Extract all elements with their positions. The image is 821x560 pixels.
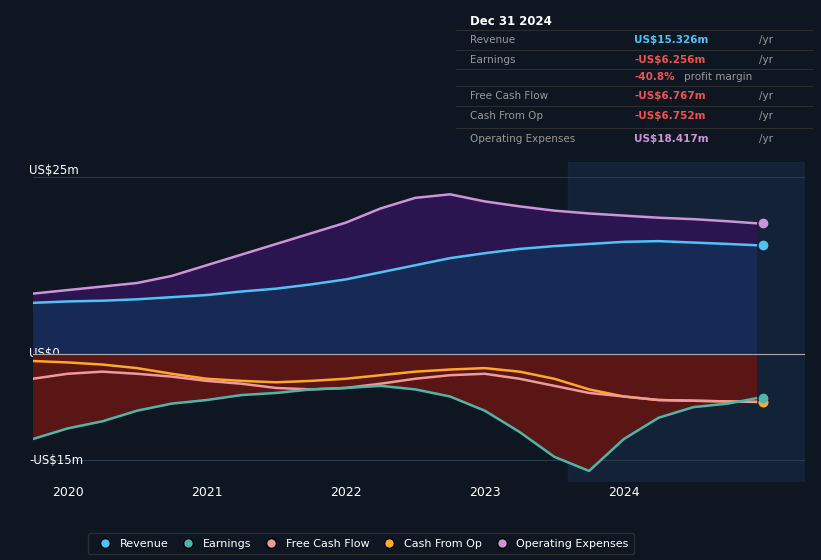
Text: -40.8%: -40.8% [635, 72, 675, 82]
Text: US$25m: US$25m [29, 164, 79, 176]
Text: US$0: US$0 [29, 347, 60, 361]
Text: -US$6.767m: -US$6.767m [635, 91, 706, 101]
Text: /yr: /yr [759, 111, 773, 121]
Text: /yr: /yr [759, 54, 773, 64]
Text: profit margin: profit margin [684, 72, 753, 82]
Text: /yr: /yr [759, 35, 773, 45]
Text: -US$15m: -US$15m [29, 454, 83, 467]
Text: -US$6.256m: -US$6.256m [635, 54, 705, 64]
Text: US$15.326m: US$15.326m [635, 35, 709, 45]
Text: US$18.417m: US$18.417m [635, 134, 709, 144]
Text: Free Cash Flow: Free Cash Flow [470, 91, 548, 101]
Text: /yr: /yr [759, 91, 773, 101]
Text: Cash From Op: Cash From Op [470, 111, 543, 121]
Bar [568, 162, 805, 482]
Text: /yr: /yr [759, 134, 773, 144]
Text: -US$6.752m: -US$6.752m [635, 111, 706, 121]
Text: Earnings: Earnings [470, 54, 516, 64]
Legend: Revenue, Earnings, Free Cash Flow, Cash From Op, Operating Expenses: Revenue, Earnings, Free Cash Flow, Cash … [89, 533, 634, 554]
Text: Dec 31 2024: Dec 31 2024 [470, 15, 552, 27]
Text: Revenue: Revenue [470, 35, 515, 45]
Text: Operating Expenses: Operating Expenses [470, 134, 576, 144]
